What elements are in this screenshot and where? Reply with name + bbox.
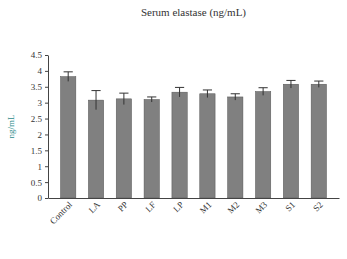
y-tick-label: 0.5: [31, 177, 43, 187]
y-tick-label: 2.5: [31, 114, 43, 124]
x-tick: S1: [283, 198, 297, 213]
x-tick-label: LP: [171, 200, 186, 215]
y-tick: 0.5: [31, 177, 48, 187]
error-line: [179, 87, 180, 97]
x-tick: Control: [48, 198, 75, 226]
bar: [283, 84, 298, 198]
error-line: [290, 80, 291, 88]
x-tick: LA: [87, 198, 103, 215]
error-cap: [314, 81, 323, 82]
error-cap: [203, 89, 212, 90]
bar: [200, 94, 215, 198]
x-tick: M3: [253, 198, 269, 215]
y-axis: 0 0.5 1 1.5 2 2.5 3 3.5 4 4.5: [31, 50, 49, 203]
x-tick: S2: [311, 198, 325, 213]
y-tick-label: 1.5: [31, 146, 43, 156]
y-tick-label: 2: [38, 130, 43, 140]
marks: [61, 72, 327, 198]
error-bar: [175, 87, 184, 97]
y-tick: 4.5: [31, 50, 48, 60]
error-cap: [231, 93, 240, 94]
bar: [144, 99, 159, 198]
y-tick-mark: [45, 71, 48, 72]
x-tick-label: S2: [311, 200, 325, 214]
error-cap: [91, 90, 100, 91]
title: Serum elastase (ng/mL): [141, 6, 246, 19]
bar: [228, 97, 243, 198]
y-tick-label: 4.5: [31, 50, 43, 60]
y-tick-label: 3: [38, 98, 43, 108]
y-tick-label: 4: [38, 66, 43, 76]
chart: 0 0.5 1 1.5 2 2.5 3 3.5 4 4.5 Control LA PP LF LP M1 M2 M…: [0, 0, 347, 259]
error-bar: [231, 94, 240, 100]
error-line: [96, 91, 97, 110]
x-tick-label: LA: [87, 199, 103, 215]
y-tick: 4: [38, 66, 49, 76]
error-bar: [286, 80, 295, 88]
x-tick-label: LF: [143, 200, 158, 215]
y-tick-mark: [45, 150, 48, 151]
error-cap: [175, 87, 184, 88]
y-tick-mark: [45, 103, 48, 104]
bar: [172, 92, 187, 198]
y-tick-mark: [45, 55, 48, 56]
bar: [116, 99, 131, 198]
error-bar: [64, 72, 73, 82]
y-tick-mark: [45, 182, 48, 183]
y-tick: 3.5: [31, 82, 48, 92]
error-line: [235, 94, 236, 100]
y-tick: 1: [38, 162, 49, 172]
y-tick-mark: [45, 134, 48, 135]
error-bar: [91, 91, 100, 110]
error-line: [68, 72, 69, 82]
error-cap: [147, 96, 156, 97]
x-tick-label: M2: [225, 200, 241, 216]
y-tick: 3: [38, 98, 49, 108]
x-tick: M2: [225, 198, 241, 215]
error-bar: [259, 88, 268, 96]
x-tick: PP: [116, 198, 130, 214]
y-tick-mark: [45, 198, 48, 199]
y-tick: 2: [38, 130, 49, 140]
bar: [311, 84, 326, 198]
y-tick-mark: [45, 119, 48, 120]
x-axis-line: [49, 198, 340, 199]
x-tick-label: PP: [116, 200, 130, 214]
x-tick-label: Control: [48, 199, 75, 226]
x-tick-label: M3: [253, 199, 269, 215]
error-line: [263, 88, 264, 96]
error-cap: [286, 80, 295, 81]
error-line: [123, 93, 124, 104]
error-cap: [119, 93, 128, 94]
x-tick: LF: [143, 198, 158, 214]
y-tick-label: 3.5: [31, 82, 43, 92]
plot: 0 0.5 1 1.5 2 2.5 3 3.5 4 4.5 Control LA PP LF LP M1 M2 M…: [31, 50, 340, 226]
bar: [88, 100, 103, 198]
y-tick-mark: [45, 166, 48, 167]
x-tick: LP: [171, 198, 186, 214]
y-tick-label: 1: [38, 162, 43, 172]
x-axis: Control LA PP LF LP M1 M2 M3 S1 S2: [48, 198, 340, 226]
x-tick-label: S1: [283, 200, 297, 214]
error-line: [318, 81, 319, 87]
error-bar: [314, 81, 323, 87]
y-tick: 0: [38, 193, 49, 203]
y-tick: 2.5: [31, 114, 48, 124]
bar: [255, 92, 270, 198]
error-bar: [147, 97, 156, 102]
error-line: [151, 97, 152, 102]
error-bar: [119, 93, 128, 104]
error-bar: [203, 90, 212, 98]
error-line: [207, 90, 208, 98]
y-tick-mark: [45, 87, 48, 88]
y-tick: 1.5: [31, 146, 48, 156]
y-axis-title: ng/mL: [6, 115, 16, 139]
x-tick-label: M1: [198, 200, 214, 216]
error-cap: [259, 87, 268, 88]
x-tick: M1: [198, 198, 214, 215]
y-tick-label: 0: [38, 193, 43, 203]
y-axis-line: [48, 56, 49, 199]
error-cap: [64, 71, 73, 72]
bar: [61, 77, 76, 198]
